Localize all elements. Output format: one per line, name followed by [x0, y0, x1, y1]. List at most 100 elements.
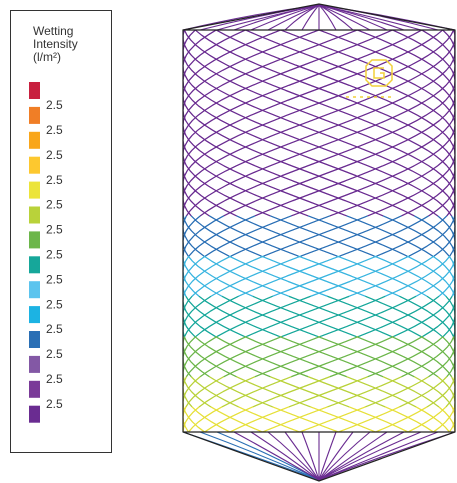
spray-line	[255, 34, 269, 41]
spray-line	[324, 109, 339, 116]
spray-line	[218, 396, 229, 403]
spray-line	[451, 69, 455, 76]
spray-line	[345, 335, 359, 343]
spray-line	[215, 175, 225, 182]
spray-line	[197, 125, 205, 131]
spray-line	[373, 295, 386, 302]
spray-line	[405, 310, 416, 317]
spray-line	[388, 406, 400, 413]
spray-line	[404, 371, 415, 378]
spray-line	[205, 396, 215, 403]
spray-line	[418, 245, 428, 252]
spray-line	[196, 396, 204, 403]
spray-line	[186, 356, 191, 362]
spray-line	[366, 386, 380, 393]
spray-line	[426, 94, 435, 101]
spray-line	[218, 140, 229, 147]
spray-line	[189, 185, 196, 192]
spray-line	[449, 125, 454, 131]
spray-line	[238, 406, 250, 413]
spray-line	[393, 170, 405, 177]
spray-line	[250, 109, 263, 116]
spray-line	[299, 104, 314, 111]
cone-line	[199, 431, 320, 481]
spray-line	[195, 331, 203, 337]
spray-line	[434, 59, 443, 66]
spray-line	[212, 114, 222, 121]
spray-line	[280, 351, 294, 358]
spray-line	[425, 104, 434, 111]
spray-line	[429, 356, 438, 363]
spray-line	[184, 301, 189, 307]
spray-line	[346, 376, 360, 383]
spray-line	[414, 230, 425, 237]
spray-line	[406, 280, 418, 287]
spray-line	[444, 105, 450, 111]
spray-line	[315, 230, 329, 237]
spray-line	[185, 150, 191, 156]
legend-label: 2.5	[46, 198, 63, 212]
spray-line	[310, 406, 325, 413]
spray-line	[355, 361, 370, 368]
spray-line	[318, 346, 333, 353]
spray-line	[208, 200, 218, 207]
spray-line	[187, 280, 193, 287]
spray-line	[197, 104, 205, 111]
spray-line	[183, 185, 188, 192]
spray-line	[371, 310, 385, 317]
spray-line	[278, 215, 292, 222]
spray-line	[441, 361, 448, 368]
spray-line	[265, 155, 279, 162]
spray-line	[278, 160, 292, 167]
spray-line	[216, 170, 227, 177]
spray-line	[423, 59, 432, 66]
spray-line	[431, 401, 440, 408]
spray-line	[277, 69, 291, 76]
cone-line	[318, 431, 422, 481]
spray-line	[191, 306, 198, 312]
spray-line	[291, 371, 305, 378]
spray-line	[394, 381, 406, 388]
spray-line	[410, 59, 421, 66]
spray-line	[215, 29, 226, 36]
spray-line	[274, 114, 288, 122]
cone-line	[233, 4, 320, 31]
spray-line	[328, 64, 343, 71]
spray-line	[197, 89, 205, 96]
spray-line	[388, 290, 400, 297]
spray-line	[342, 366, 357, 373]
spray-line	[449, 265, 454, 272]
spray-line	[410, 381, 421, 388]
spray-line	[236, 160, 248, 167]
spray-line	[404, 49, 415, 56]
spray-line	[424, 250, 433, 257]
spray-line	[330, 195, 345, 202]
spray-line	[326, 255, 340, 262]
spray-line	[197, 250, 205, 257]
spray-line	[407, 265, 418, 272]
spray-line	[434, 396, 442, 403]
spray-line	[187, 135, 193, 141]
spray-line	[262, 426, 276, 433]
spray-line	[368, 341, 382, 348]
spray-line	[193, 245, 200, 252]
spray-line	[226, 165, 237, 172]
spray-line	[230, 250, 242, 257]
spray-line	[395, 235, 407, 242]
spray-line	[209, 160, 219, 167]
spray-line	[287, 94, 301, 101]
spray-line	[210, 245, 220, 252]
spray-line	[449, 74, 454, 81]
spray-line	[186, 34, 191, 41]
spray-line	[194, 351, 202, 358]
spray-line	[416, 99, 426, 106]
spray-line	[189, 205, 196, 212]
spray-line	[254, 49, 268, 56]
spray-line	[432, 255, 440, 262]
spray-line	[339, 250, 353, 257]
spray-line	[423, 300, 433, 307]
spray-line	[208, 39, 218, 46]
spray-line	[432, 416, 440, 423]
spray-line	[197, 426, 205, 433]
